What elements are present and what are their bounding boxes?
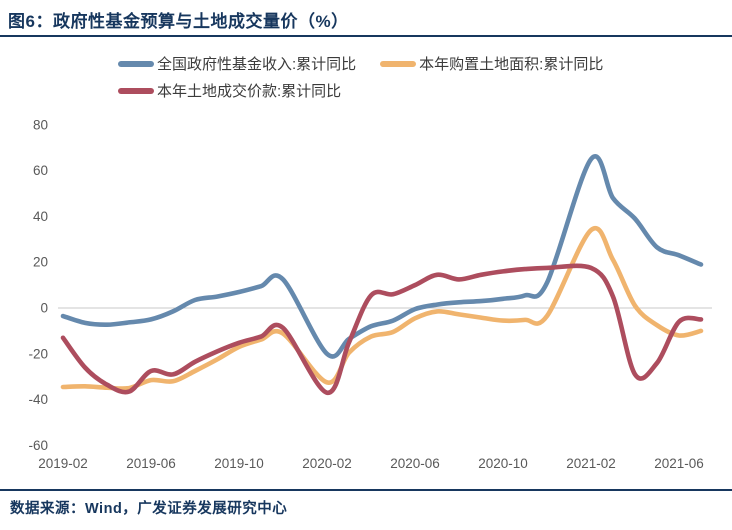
- legend-row-1: 全国政府性基金收入:累计同比 本年购置土地面积:累计同比: [118, 50, 627, 77]
- y-tick-label: -40: [28, 392, 48, 407]
- x-tick-label: 2021-02: [566, 456, 616, 471]
- x-tick-label: 2019-02: [38, 456, 88, 471]
- figure-title: 图6：政府性基金预算与土地成交量价（%）: [8, 12, 349, 31]
- x-tick-label: 2020-06: [390, 456, 440, 471]
- y-tick-label: 80: [33, 117, 48, 132]
- x-tick-label: 2020-10: [478, 456, 528, 471]
- y-tick-label: 20: [33, 255, 48, 270]
- legend-swatch-orange: [380, 60, 417, 67]
- x-tick-label: 2019-06: [126, 456, 176, 471]
- y-tick-label: -20: [28, 346, 48, 361]
- y-tick-label: 60: [33, 163, 48, 178]
- series-line-land-price: [60, 263, 704, 395]
- title-divider: [0, 35, 732, 38]
- chart-legend: 全国政府性基金收入:累计同比 本年购置土地面积:累计同比 本年土地成交价款:累计…: [118, 50, 627, 104]
- y-tick-label: 0: [40, 301, 48, 316]
- series-line-fund-revenue: [60, 154, 704, 359]
- x-tick-label: 2019-10: [214, 456, 264, 471]
- legend-label-land-area: 本年购置土地面积:累计同比: [419, 56, 604, 73]
- x-tick-label: 2020-02: [302, 456, 352, 471]
- y-tick-label: -60: [28, 438, 48, 453]
- legend-item-fund-revenue: 全国政府性基金收入:累计同比: [118, 53, 356, 74]
- footer-divider: [0, 489, 732, 491]
- legend-item-land-price: 本年土地成交价款:累计同比: [118, 80, 341, 101]
- legend-swatch-red: [118, 87, 154, 94]
- figure-footer: 数据来源：Wind，广发证券发展研究中心: [10, 501, 288, 517]
- legend-label-fund-revenue: 全国政府性基金收入:累计同比: [157, 56, 357, 73]
- legend-swatch-blue: [118, 60, 154, 67]
- series-line-land-area: [60, 225, 704, 391]
- y-tick-label: 40: [33, 209, 48, 224]
- x-tick-label: 2021-06: [654, 456, 704, 471]
- legend-item-land-area: 本年购置土地面积:累计同比: [380, 53, 603, 74]
- legend-label-land-price: 本年土地成交价款:累计同比: [157, 83, 342, 100]
- line-chart: 80 60 40 20 0 -20 -40 -60 2019-02 2019-06 2019-10 2…: [28, 117, 712, 471]
- legend-row-2: 本年土地成交价款:累计同比: [118, 77, 627, 104]
